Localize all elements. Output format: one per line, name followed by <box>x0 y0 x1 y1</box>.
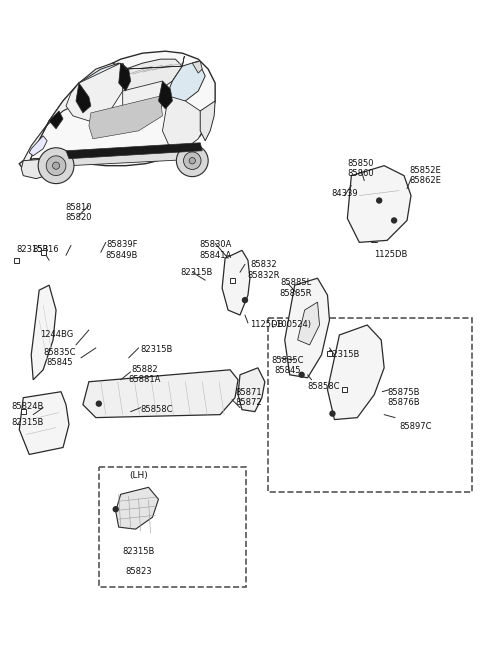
Text: 85858C: 85858C <box>308 382 340 391</box>
Circle shape <box>113 507 118 512</box>
Text: 85835C
85845: 85835C 85845 <box>44 348 76 367</box>
Polygon shape <box>19 392 69 454</box>
Polygon shape <box>168 61 205 101</box>
Text: 85316: 85316 <box>33 245 59 254</box>
Text: 82315B: 82315B <box>122 547 155 556</box>
FancyBboxPatch shape <box>99 467 246 587</box>
Text: 1244BG: 1244BG <box>40 330 73 339</box>
Polygon shape <box>21 158 51 179</box>
Polygon shape <box>119 63 131 91</box>
Bar <box>14 258 19 263</box>
Polygon shape <box>123 56 184 69</box>
Polygon shape <box>106 59 182 96</box>
Circle shape <box>242 297 248 303</box>
Text: 82315B: 82315B <box>16 245 48 254</box>
Polygon shape <box>123 81 168 119</box>
Polygon shape <box>66 143 202 158</box>
Circle shape <box>52 162 60 170</box>
Bar <box>21 409 26 414</box>
Polygon shape <box>49 111 63 129</box>
Polygon shape <box>66 149 205 166</box>
Polygon shape <box>19 51 215 169</box>
Polygon shape <box>192 61 202 73</box>
Text: 85835C
85845: 85835C 85845 <box>272 356 304 376</box>
Text: 85823: 85823 <box>125 567 152 576</box>
Polygon shape <box>76 83 91 113</box>
Text: (LH): (LH) <box>129 471 148 481</box>
Polygon shape <box>66 63 123 121</box>
Text: 85830A
85841A: 85830A 85841A <box>199 241 231 259</box>
Text: 1125DB: 1125DB <box>374 250 408 259</box>
Text: 82315B: 82315B <box>180 268 213 277</box>
Text: 85839F
85849B: 85839F 85849B <box>106 241 138 259</box>
Polygon shape <box>31 285 56 379</box>
Bar <box>342 387 347 393</box>
Circle shape <box>330 411 335 416</box>
Polygon shape <box>158 81 172 109</box>
Polygon shape <box>222 250 250 315</box>
Text: 85875B
85876B: 85875B 85876B <box>387 388 420 407</box>
Bar <box>41 250 46 255</box>
Text: 85897C: 85897C <box>399 422 432 430</box>
Polygon shape <box>327 325 384 420</box>
Polygon shape <box>200 101 215 141</box>
Text: 1125DB: 1125DB <box>250 320 283 329</box>
Polygon shape <box>348 166 411 243</box>
Text: 82315B: 82315B <box>12 418 44 426</box>
Polygon shape <box>298 302 320 345</box>
Text: 85871
85872: 85871 85872 <box>235 388 262 407</box>
Polygon shape <box>285 278 329 378</box>
Circle shape <box>377 198 382 203</box>
Polygon shape <box>23 63 126 169</box>
FancyBboxPatch shape <box>268 318 472 492</box>
Circle shape <box>392 218 396 223</box>
Text: 84339: 84339 <box>332 188 358 198</box>
Polygon shape <box>162 96 205 149</box>
Circle shape <box>299 372 304 378</box>
Circle shape <box>183 152 201 170</box>
Text: (-100524): (-100524) <box>270 320 311 329</box>
Polygon shape <box>83 370 238 418</box>
Bar <box>327 351 332 357</box>
Text: 85885L
85885R: 85885L 85885R <box>280 278 312 297</box>
Circle shape <box>189 158 195 164</box>
Polygon shape <box>73 63 126 97</box>
Text: 85858C: 85858C <box>141 405 173 413</box>
Circle shape <box>96 401 101 406</box>
Text: 82315B: 82315B <box>141 345 173 354</box>
Circle shape <box>176 145 208 177</box>
Circle shape <box>46 156 66 175</box>
Polygon shape <box>89 96 162 139</box>
Text: 85832
85832R: 85832 85832R <box>247 260 279 280</box>
Text: 85810
85820: 85810 85820 <box>66 203 92 222</box>
Circle shape <box>38 148 74 184</box>
Text: 85824B: 85824B <box>12 402 44 411</box>
Text: 82315B: 82315B <box>327 350 360 359</box>
Polygon shape <box>238 368 265 411</box>
Polygon shape <box>116 487 158 529</box>
Text: 85882
85881A: 85882 85881A <box>129 365 161 384</box>
Text: 85850
85860: 85850 85860 <box>348 158 374 178</box>
Bar <box>229 278 235 283</box>
Polygon shape <box>29 136 47 156</box>
Text: 85852E
85862E: 85852E 85862E <box>409 166 441 185</box>
